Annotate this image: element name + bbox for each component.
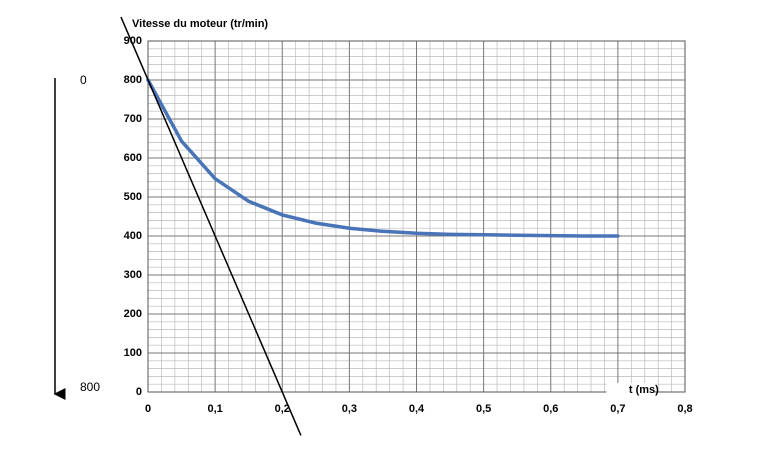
y-tick-label: 0 — [136, 386, 142, 398]
x-axis-label: t (ms) — [629, 384, 659, 396]
x-tick-label: 0,1 — [207, 403, 222, 415]
x-tick-label: 0,8 — [677, 403, 692, 415]
side-top-label: 0 — [80, 73, 87, 87]
x-tick-label: 0,4 — [409, 403, 425, 415]
x-tick-label: 0,5 — [476, 403, 491, 415]
x-tick-label: 0 — [145, 403, 151, 415]
y-tick-label: 500 — [124, 191, 142, 203]
x-tick-label: 0,3 — [342, 403, 357, 415]
y-tick-label: 600 — [124, 152, 142, 164]
x-tick-label: 0,6 — [543, 403, 558, 415]
y-tick-label: 900 — [124, 35, 142, 47]
y-axis-label: Vitesse du moteur (tr/min) — [132, 18, 268, 30]
y-tick-label: 100 — [124, 347, 142, 359]
data-line — [120, 16, 302, 436]
plot-frame — [147, 40, 686, 393]
x-tick-label: 0,2 — [275, 403, 290, 415]
y-tick-label: 300 — [124, 269, 142, 281]
data-line — [146, 78, 620, 238]
y-tick-label: 200 — [124, 308, 142, 320]
y-tick-label: 800 — [124, 74, 142, 86]
x-tick-label: 0,7 — [610, 403, 625, 415]
y-tick-label: 400 — [124, 230, 142, 242]
y-tick-label: 700 — [124, 113, 142, 125]
side-bottom-label: 800 — [80, 380, 100, 394]
x-label-bg — [606, 383, 655, 399]
